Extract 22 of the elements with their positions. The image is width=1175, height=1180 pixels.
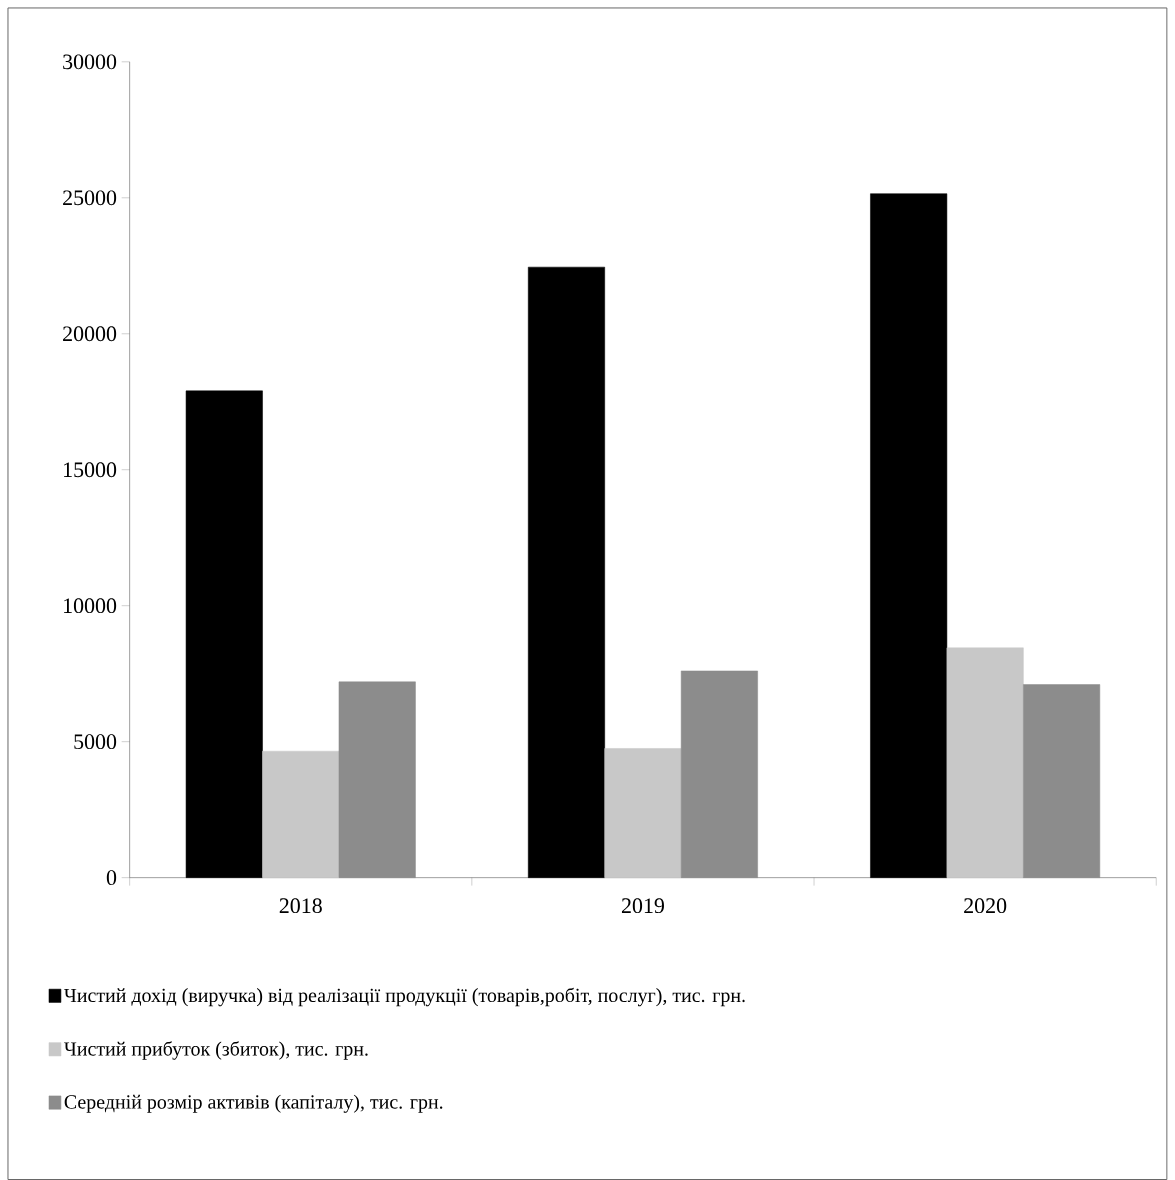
bar	[1023, 684, 1101, 878]
bar	[528, 266, 606, 878]
legend-label: Чистий дохід (виручка) від реалізації продукції (товарів,робіт, послуг), тис. грн.	[64, 987, 745, 1007]
bar	[604, 748, 682, 878]
y-tick-label: 5000	[74, 734, 117, 750]
y-tick-label: 25000	[63, 190, 117, 206]
x-tick-label: 2018	[279, 898, 322, 914]
y-tick-label: 0	[106, 870, 117, 886]
bar	[870, 193, 948, 878]
bar	[680, 670, 758, 878]
bar	[946, 647, 1024, 878]
bar	[262, 750, 340, 878]
bar	[338, 681, 416, 878]
legend-label: Чистий прибуток (збиток), тис. грн.	[64, 1041, 368, 1060]
y-tick-label: 30000	[63, 54, 117, 70]
x-tick-label: 2019	[622, 898, 665, 914]
legend-label: Середній розмір активів (капіталу), тис. грн.	[64, 1094, 443, 1113]
bar	[185, 390, 263, 878]
x-tick-label: 2020	[964, 898, 1007, 914]
y-tick-label: 10000	[64, 598, 117, 614]
y-tick-label: 20000	[63, 326, 117, 342]
y-tick-label: 15000	[64, 462, 117, 478]
